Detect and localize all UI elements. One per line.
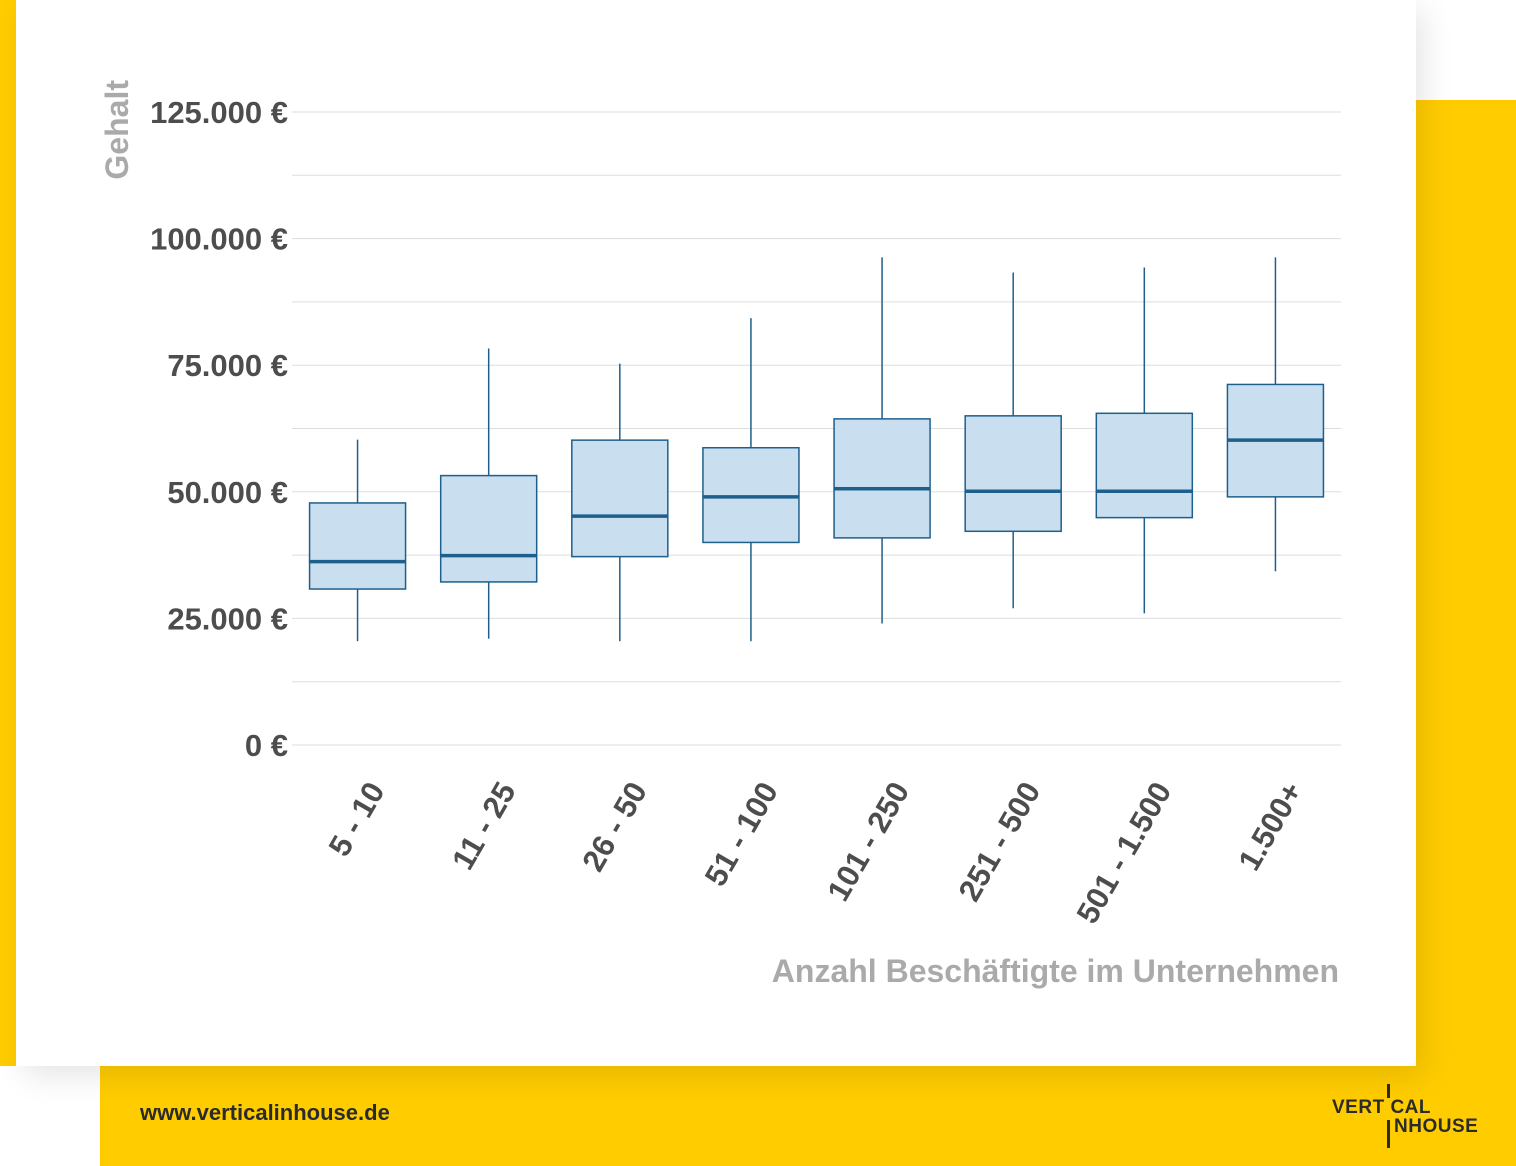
box-iqr [308, 502, 407, 590]
x-tick-label: 5 - 10 [322, 776, 392, 862]
x-tick-label: 51 - 100 [698, 776, 785, 892]
box-iqr [439, 474, 538, 583]
y-tick-label: 50.000 € [167, 475, 288, 510]
y-tick-label: 125.000 € [150, 95, 288, 130]
x-tick-label: 26 - 50 [575, 776, 654, 877]
x-axis-title: Anzahl Beschäftigte im Unternehmen [772, 953, 1339, 989]
yellow-accent-left [0, 0, 16, 1066]
salary-boxplot-chart: 0 € 25.000 € 50.000 € 75.000 € 100.000 € 125.… [99, 80, 1341, 989]
y-axis-title: Gehalt [99, 80, 135, 180]
box-iqr [964, 415, 1062, 533]
box-iqr [702, 446, 800, 544]
logo-line-2: NHOUSE [1394, 1116, 1479, 1137]
box-iqr [1095, 412, 1194, 519]
chart-card: 0 € 25.000 € 50.000 € 75.000 € 100.000 € 125.… [16, 0, 1416, 1066]
y-tick-label: 25.000 € [167, 601, 288, 636]
footer-url[interactable]: www.verticalinhouse.de [140, 1100, 390, 1125]
x-tick-label: 1.500+ [1231, 776, 1309, 876]
box-iqr [571, 439, 669, 558]
box-iqr [833, 418, 931, 539]
x-tick-label: 251 - 500 [951, 776, 1047, 907]
x-tick-label: 101 - 250 [820, 776, 916, 907]
y-tick-label: 0 € [245, 728, 288, 763]
x-tick-label: 11 - 25 [445, 776, 523, 876]
yellow-footer-band [100, 1066, 1516, 1166]
logo-line-1: VERT CAL [1332, 1097, 1431, 1118]
vertical-inhouse-logo: VERT CAL NHOUSE [1330, 1082, 1490, 1150]
y-tick-label: 100.000 € [150, 222, 288, 257]
yellow-accent-right [1416, 100, 1516, 1066]
x-tick-label: 501 - 1.500 [1070, 776, 1179, 929]
y-tick-label: 75.000 € [167, 348, 288, 383]
